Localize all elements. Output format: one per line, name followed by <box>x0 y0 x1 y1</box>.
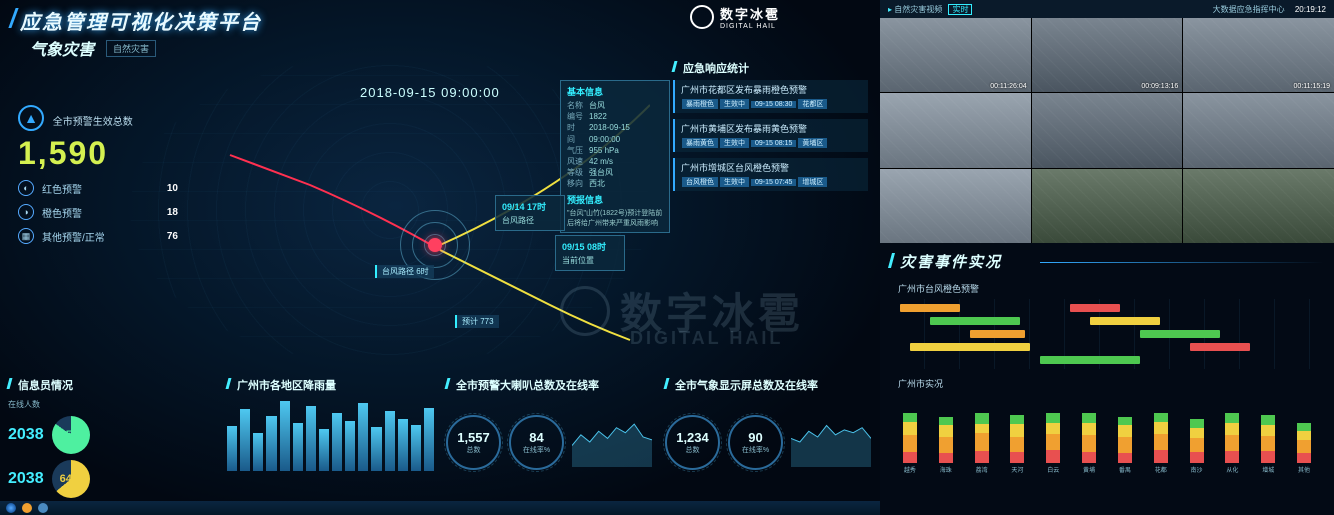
gantt-bar[interactable] <box>1040 356 1140 364</box>
city-bar[interactable]: 从化 <box>1216 413 1248 474</box>
start-icon[interactable] <box>6 503 16 513</box>
video-feed[interactable]: 00:09:13:16 <box>1032 18 1183 92</box>
video-feed[interactable] <box>1032 93 1183 167</box>
city-bar[interactable]: 增城 <box>1252 413 1284 474</box>
speakers-chart: 全市预警大喇叭总数及在线率 1,557总数84在线率% <box>446 377 653 507</box>
city-bar[interactable]: 白云 <box>1037 413 1069 474</box>
rainfall-bar[interactable] <box>227 426 237 471</box>
gantt-chart: 广州市台风橙色预警 <box>890 282 1324 369</box>
main-map-panel: 应急管理可视化决策平台 气象灾害 自然灾害 数字冰雹 DIGITAL HAIL … <box>0 0 880 515</box>
category-label: 气象灾害 <box>30 36 94 60</box>
city-bar[interactable]: 其他 <box>1288 413 1320 474</box>
alert-stat-row: ◐红色预警10 <box>18 180 178 196</box>
city-bar[interactable]: 黄埔 <box>1073 413 1105 474</box>
video-feed[interactable] <box>1183 169 1334 243</box>
gantt-bar[interactable] <box>900 304 960 312</box>
gantt-bar[interactable] <box>1190 343 1250 351</box>
status-item[interactable]: 广州市增城区台风橙色预警台风橙色生效中09-15 07:45增城区 <box>673 158 868 191</box>
taskbar-app-2[interactable] <box>38 503 48 513</box>
gantt-bar[interactable] <box>1070 304 1120 312</box>
rainfall-bar[interactable] <box>266 416 276 471</box>
video-feed[interactable]: 00:11:15:19 <box>1183 18 1334 92</box>
emergency-status-panel: 应急响应统计 广州市花都区发布暴雨橙色预警暴雨橙色生效中09-15 08:30花… <box>673 60 868 197</box>
city-bar[interactable]: 番禺 <box>1109 413 1141 474</box>
rainfall-bar[interactable] <box>385 411 395 471</box>
rainfall-bar[interactable] <box>358 403 368 471</box>
gantt-bar[interactable] <box>1090 317 1160 325</box>
brand-logo: 数字冰雹 DIGITAL HAIL <box>690 4 780 30</box>
events-section: 灾害事件实况 广州市台风橙色预警 广州市实况 越秀海珠荔湾天河白云黄埔番禺花都南… <box>880 243 1334 515</box>
status-item[interactable]: 广州市黄埔区发布暴雨黄色预警暴雨黄色生效中09-15 08:15黄埔区 <box>673 119 868 152</box>
rainfall-bar[interactable] <box>411 425 421 471</box>
video-feed[interactable] <box>1183 93 1334 167</box>
city-bar[interactable]: 南沙 <box>1181 413 1213 474</box>
alert-stat-row: ▦其他预警/正常76 <box>18 228 178 244</box>
storm-info-box[interactable]: 基本信息 名称台风编号1822时间2018-09-15 09:00:00气压95… <box>560 80 670 233</box>
rainfall-bar[interactable] <box>240 409 250 471</box>
gantt-bar[interactable] <box>910 343 1030 351</box>
screens-chart: 全市气象显示屏总数及在线率 1,234总数90在线率% <box>665 377 872 507</box>
video-feed[interactable] <box>880 169 1031 243</box>
rainfall-bar[interactable] <box>332 413 342 471</box>
status-item[interactable]: 广州市花都区发布暴雨橙色预警暴雨橙色生效中09-15 08:30花都区 <box>673 80 868 113</box>
map-label-2[interactable]: 预计 773 <box>455 315 499 328</box>
rainfall-bar[interactable] <box>280 401 290 471</box>
info-personnel-panel: 信息员情况 在线人数 203885%203864% <box>8 377 215 507</box>
city-status-chart: 广州市实况 越秀海珠荔湾天河白云黄埔番禺花都南沙从化增城其他 <box>890 377 1324 474</box>
video-feed[interactable] <box>1032 169 1183 243</box>
gantt-bar[interactable] <box>1140 330 1220 338</box>
video-feed[interactable] <box>880 93 1031 167</box>
alert-summary-panel: ▲ 全市预警生效总数 1,590 ◐红色预警10◑橙色预警18▦其他预警/正常7… <box>18 105 178 244</box>
city-bar[interactable]: 花都 <box>1145 413 1177 474</box>
rainfall-bar[interactable] <box>371 427 381 471</box>
alert-stat-row: ◑橙色预警18 <box>18 204 178 220</box>
city-bar[interactable]: 越秀 <box>894 413 926 474</box>
logo-icon <box>690 5 714 29</box>
platform-title: 应急管理可视化决策平台 <box>20 6 262 35</box>
city-bar[interactable]: 荔湾 <box>966 413 998 474</box>
gauge: 90在线率% <box>728 415 783 470</box>
video-header: ▸ 自然灾害视频 实时 大数据应急指挥中心 20:19:12 <box>880 0 1334 18</box>
trend-sparkline <box>791 417 871 467</box>
video-grid: 00:11:26:0400:09:13:1600:11:15:19 <box>880 18 1334 243</box>
bell-icon: ▲ <box>18 105 44 131</box>
city-bar[interactable]: 海珠 <box>930 413 962 474</box>
forecast-box-1[interactable]: 09/14 17时 台风路径 <box>495 195 565 231</box>
video-feed[interactable]: 00:11:26:04 <box>880 18 1031 92</box>
rainfall-bar[interactable] <box>306 406 316 471</box>
rainfall-bar[interactable] <box>345 421 355 471</box>
gauge: 84在线率% <box>509 415 564 470</box>
info-stat-pair: 203885% <box>8 416 215 454</box>
taskbar-app-1[interactable] <box>22 503 32 513</box>
forecast-box-2[interactable]: 09/15 08时 当前位置 <box>555 235 625 271</box>
rainfall-chart: 广州市各地区降雨量 <box>227 377 434 507</box>
info-stat-pair: 203864% <box>8 460 215 498</box>
map-label-1[interactable]: 台风路径 6时 <box>375 265 434 278</box>
city-bar[interactable]: 天河 <box>1001 413 1033 474</box>
gauge: 1,234总数 <box>665 415 720 470</box>
alert-count: 1,590 <box>18 135 178 172</box>
gantt-bar[interactable] <box>930 317 1020 325</box>
rainfall-bar[interactable] <box>424 408 434 471</box>
rainfall-bar[interactable] <box>253 433 263 471</box>
windows-taskbar[interactable] <box>0 501 880 515</box>
rainfall-bar[interactable] <box>398 419 408 471</box>
category-tag[interactable]: 自然灾害 <box>106 40 156 57</box>
gantt-bar[interactable] <box>970 330 1025 338</box>
rainfall-bar[interactable] <box>293 423 303 471</box>
gauge: 1,557总数 <box>446 415 501 470</box>
rainfall-bar[interactable] <box>319 429 329 471</box>
trend-sparkline <box>572 417 652 467</box>
